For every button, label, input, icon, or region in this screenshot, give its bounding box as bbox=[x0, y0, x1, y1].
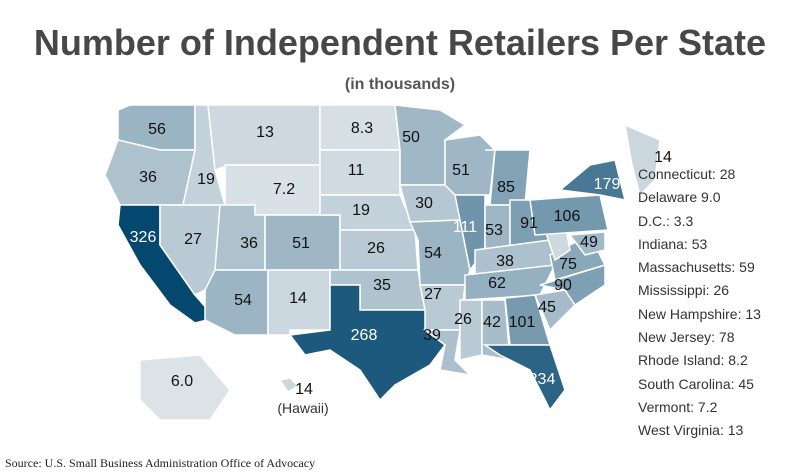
small-states-legend: Connecticut: 28 Delaware 9.0 D.C.: 3.3 Indi… bbox=[638, 163, 798, 443]
value-label-michigan: 85 bbox=[497, 179, 515, 196]
value-label-south-dakota: 11 bbox=[348, 162, 365, 179]
value-label-colorado: 51 bbox=[292, 235, 310, 252]
value-label-pennsylvania: 106 bbox=[554, 208, 581, 225]
value-label-tennessee: 62 bbox=[488, 275, 506, 292]
value-label-utah: 36 bbox=[240, 235, 258, 252]
value-label-north-carolina: 90 bbox=[554, 277, 572, 294]
value-label-new-mexico: 14 bbox=[289, 290, 307, 307]
value-label-oklahoma: 35 bbox=[373, 277, 391, 294]
value-label-wisconsin: 51 bbox=[452, 162, 470, 179]
value-label-virginia: 75 bbox=[559, 256, 577, 273]
state-alaska bbox=[139, 354, 231, 421]
value-label-illinois: 111 bbox=[453, 219, 477, 236]
value-label-maryland: 49 bbox=[580, 234, 598, 251]
chart-subtitle: (in thousands) bbox=[344, 76, 456, 93]
value-label-maine: 14 bbox=[654, 149, 672, 166]
value-label-georgia: 101 bbox=[509, 314, 536, 331]
value-label-iowa: 30 bbox=[415, 195, 433, 212]
value-label-alabama: 42 bbox=[483, 314, 501, 331]
legend-entry: Delaware 9.0 bbox=[638, 189, 721, 206]
value-label-new-york: 179 bbox=[594, 176, 621, 193]
legend-entry: Massachusetts: 59 bbox=[638, 259, 755, 276]
value-label-idaho: 19 bbox=[197, 171, 215, 188]
value-label-indiana: 53 bbox=[485, 222, 503, 239]
legend-entry: Rhode Island: 8.2 bbox=[638, 352, 748, 369]
value-label-mississippi: 26 bbox=[454, 311, 472, 328]
state-mississippi bbox=[459, 299, 483, 361]
state-new-york bbox=[558, 159, 627, 201]
source-note: Source: U.S. Small Business Administrati… bbox=[5, 456, 316, 470]
legend-entry: New Jersey: 78 bbox=[638, 329, 735, 346]
legend-entry: D.C.: 3.3 bbox=[638, 212, 694, 229]
value-label-california: 326 bbox=[130, 229, 157, 246]
state-maryland bbox=[568, 231, 606, 256]
value-label-kentucky: 38 bbox=[496, 253, 514, 270]
value-label-minnesota: 50 bbox=[402, 129, 420, 146]
value-label-texas: 268 bbox=[351, 327, 378, 344]
value-label-oregon: 36 bbox=[139, 169, 157, 186]
legend-entry: Vermont: 7.2 bbox=[638, 398, 718, 415]
legend-entry: Connecticut: 28 bbox=[638, 166, 736, 182]
legend-entry: South Carolina: 45 bbox=[638, 375, 754, 392]
legend-entry: Indiana: 53 bbox=[638, 235, 708, 252]
legend-entry: West Virginia: 13 bbox=[638, 422, 744, 439]
value-label-south-carolina: 45 bbox=[538, 299, 556, 316]
value-label-alaska: 6.0 bbox=[171, 373, 193, 390]
value-label-kansas: 26 bbox=[367, 240, 385, 257]
value-label-louisiana: 39 bbox=[423, 327, 441, 344]
value-label-wyoming: 7.2 bbox=[273, 181, 295, 198]
value-label-north-dakota: 8.3 bbox=[351, 120, 373, 137]
state-florida bbox=[482, 344, 566, 412]
value-label-hawaii: 14 bbox=[295, 381, 313, 398]
value-label-nevada: 27 bbox=[184, 231, 202, 248]
state-maine bbox=[624, 123, 661, 197]
value-label-missouri: 54 bbox=[424, 245, 442, 262]
hawaii-label: (Hawaii) bbox=[277, 400, 329, 416]
legend-entry: New Hampshire: 13 bbox=[638, 305, 761, 322]
chart-title: Number of Independent Retailers Per Stat… bbox=[33, 22, 767, 63]
value-label-arkansas: 27 bbox=[424, 286, 442, 303]
state-texas bbox=[288, 284, 446, 402]
value-label-montana: 13 bbox=[256, 124, 274, 141]
value-label-ohio: 91 bbox=[520, 215, 538, 232]
value-label-nebraska: 19 bbox=[352, 202, 370, 219]
value-label-florida: 234 bbox=[529, 371, 556, 388]
state-pennsylvania bbox=[529, 194, 609, 236]
legend-entry: Mississippi: 26 bbox=[638, 282, 730, 299]
value-label-arizona: 54 bbox=[234, 292, 252, 309]
value-label-washington: 56 bbox=[148, 121, 166, 138]
state-hawaii bbox=[278, 377, 300, 394]
state-wisconsin bbox=[444, 134, 496, 196]
